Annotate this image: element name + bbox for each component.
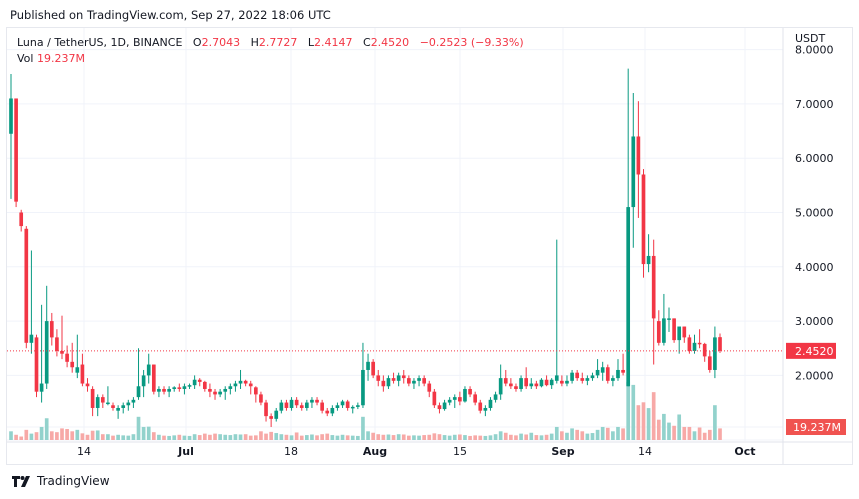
last-volume-badge (786, 419, 846, 435)
change-value: −0.2523 (−9.33%) (419, 36, 524, 49)
time-tick: 14 (77, 445, 91, 458)
low-value: 2.4147 (314, 36, 353, 49)
last-volume-label: 19.237M (793, 421, 841, 434)
last-price-badge (786, 342, 836, 359)
volume-value: 19.237M (36, 52, 85, 65)
ohlc-row: Luna / TetherUS, 1D, BINANCE O2.7043 H2.… (17, 36, 524, 49)
currency-label: USDT (795, 32, 826, 45)
price-tick: 5.0000 (795, 207, 834, 220)
price-tick: 6.0000 (795, 152, 834, 165)
published-caption: Published on TradingView.com, Sep 27, 20… (10, 8, 331, 22)
symbol-label[interactable]: Luna / TetherUS, 1D, BINANCE (17, 36, 183, 49)
high-value: 2.7727 (258, 36, 298, 49)
volume-bars (9, 382, 722, 440)
footer-brand[interactable]: TradingView (12, 474, 110, 488)
price-tick: 4.0000 (795, 261, 834, 274)
last-price-label: 2.4520 (795, 345, 834, 358)
time-tick: Jul (177, 445, 194, 458)
price-tick: 2.0000 (795, 369, 834, 382)
time-tick: 14 (638, 445, 652, 458)
time-tick: Aug (363, 445, 387, 458)
price-tick: 8.0000 (795, 44, 834, 57)
price-axis: 8.0000 7.0000 6.0000 5.0000 4.0000 3.0000 2.00… (7, 28, 852, 464)
time-tick: 15 (453, 445, 467, 458)
price-tick: 7.0000 (795, 98, 834, 111)
brand-label: TradingView (37, 474, 110, 488)
volume-row: Vol 19.237M (17, 51, 524, 67)
price-tick: 3.0000 (795, 315, 834, 328)
close-value: 2.4520 (370, 36, 410, 49)
time-axis: 14 Jul 18 Aug 15 Sep 14 Oct (77, 445, 756, 458)
chart-legend: Luna / TetherUS, 1D, BINANCE O2.7043 H2.… (17, 35, 524, 67)
time-tick: 18 (284, 445, 298, 458)
volume-label[interactable]: Vol (17, 52, 34, 65)
open-value: 2.7043 (201, 36, 241, 49)
time-tick: Sep (551, 445, 574, 458)
candlesticks (9, 68, 722, 427)
tradingview-logo-icon (12, 475, 30, 487)
time-tick: Oct (734, 445, 755, 458)
